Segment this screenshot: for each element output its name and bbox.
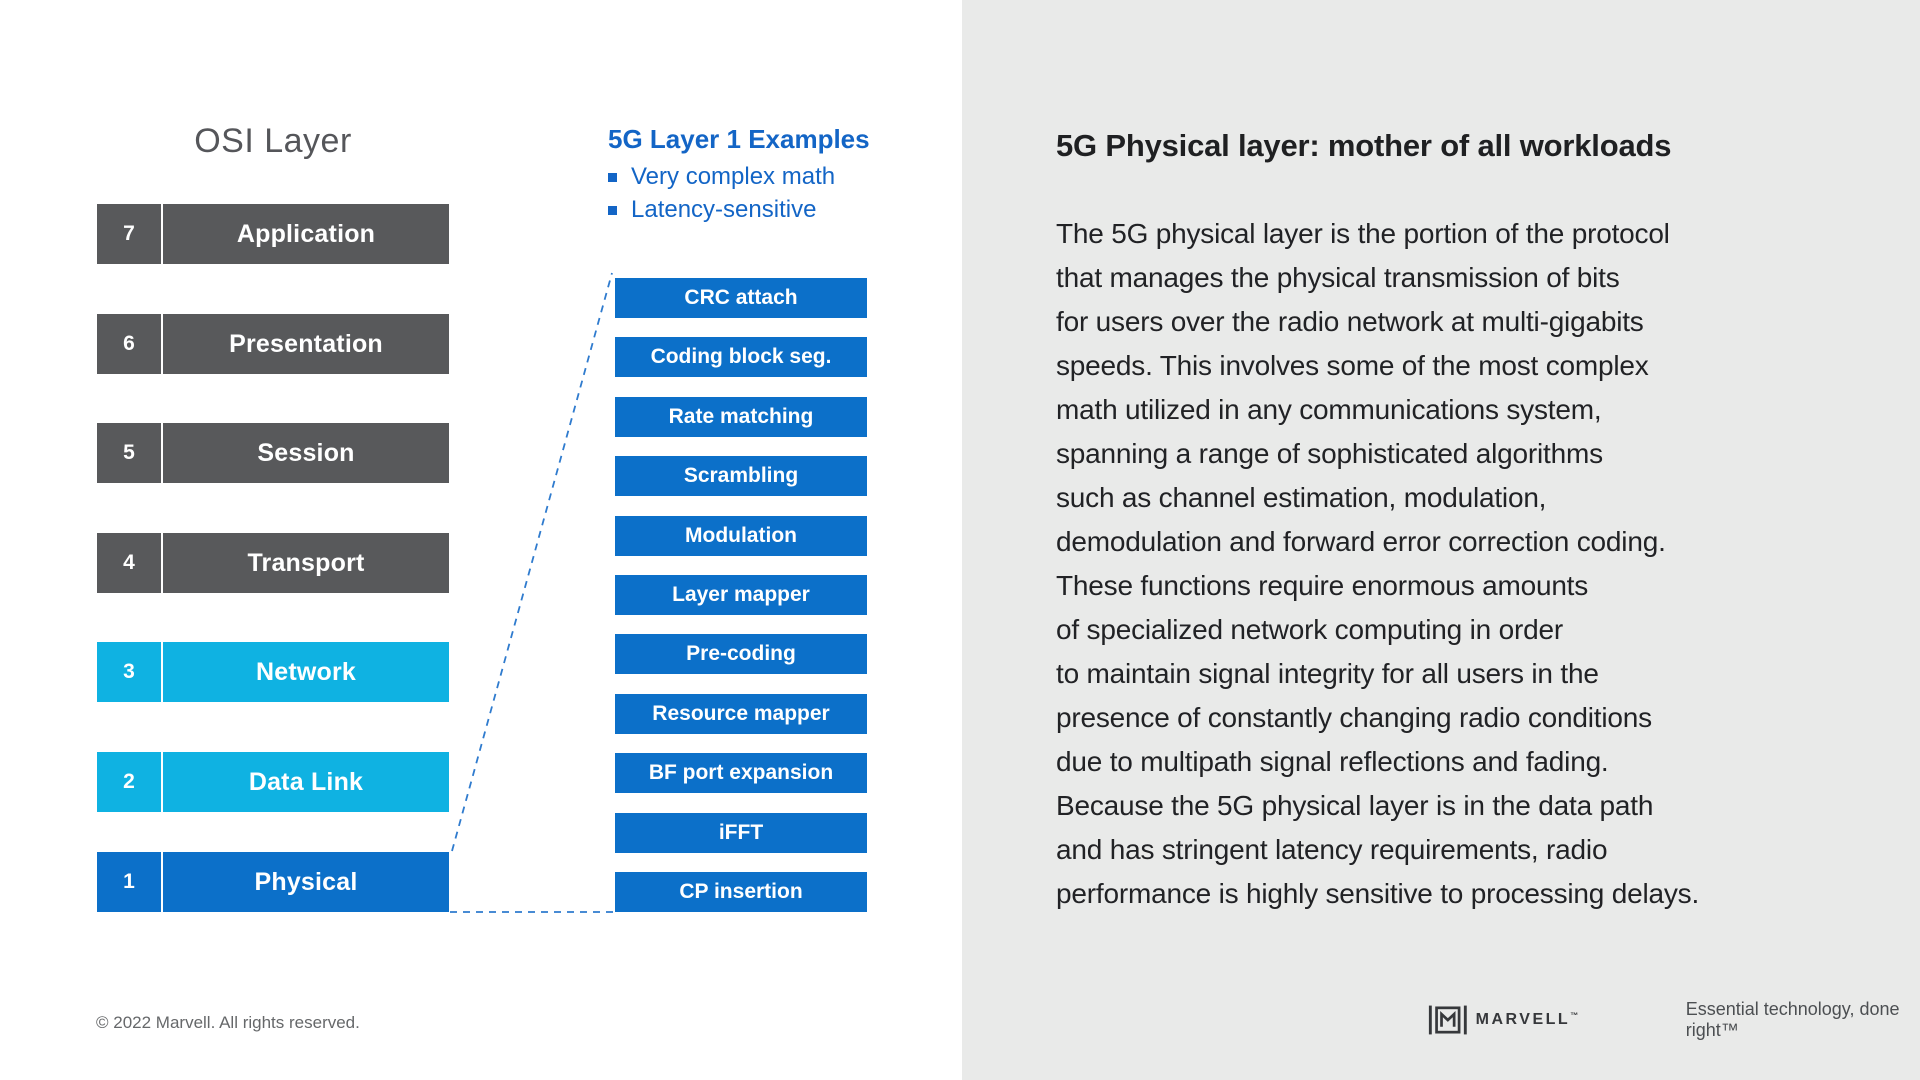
bullet-square-icon — [608, 172, 617, 182]
osi-layer-number: 6 — [97, 314, 163, 374]
layer1-step-resource-mapper: Resource mapper — [615, 694, 867, 734]
osi-layer-label: Session — [257, 438, 355, 467]
examples-bullet-item: Latency-sensitive — [608, 196, 908, 224]
osi-layer-row-transport: 4 Transport — [97, 533, 449, 593]
osi-layer-row-physical: 1 Physical — [97, 852, 449, 912]
layer1-step-bf-port-expansion: BF port expansion — [615, 753, 867, 793]
connector-dashed-line-top — [451, 272, 613, 852]
right-panel-body-text: The 5G physical layer is the portion of … — [1056, 218, 1700, 909]
layer1-step-rate-matching: Rate matching — [615, 397, 867, 437]
osi-column-title: OSI Layer — [194, 122, 352, 160]
layer1-step-layer-mapper: Layer mapper — [615, 575, 867, 615]
osi-layer-label: Physical — [254, 867, 358, 896]
layer1-step-modulation: Modulation — [615, 516, 867, 556]
examples-bullet-list: Very complex math Latency-sensitive — [608, 163, 908, 224]
osi-layer-number: 7 — [97, 204, 163, 264]
layer1-step-coding-block-seg: Coding block seg. — [615, 337, 867, 377]
brand-tagline: Essential technology, done right™ — [1685, 999, 1900, 1040]
bullet-square-icon — [608, 205, 617, 215]
right-panel-heading: 5G Physical layer: mother of all workloa… — [1056, 128, 1672, 163]
osi-layer-number: 1 — [97, 852, 163, 912]
examples-bullet-item: Very complex math — [608, 163, 908, 191]
right-panel-background — [962, 0, 1920, 1080]
brand-footer: MARVELL™ Essential technology, done righ… — [1428, 999, 1920, 1040]
layer1-step-pre-coding: Pre-coding — [615, 634, 867, 674]
bullet-text: Latency-sensitive — [631, 196, 817, 223]
osi-layer-label: Presentation — [229, 329, 383, 358]
osi-layer-number: 2 — [97, 752, 163, 812]
osi-layer-row-session: 5 Session — [97, 423, 449, 483]
osi-layer-row-data-link: 2 Data Link — [97, 752, 449, 812]
layer1-step-scrambling: Scrambling — [615, 456, 867, 496]
layer1-step-ifft: iFFT — [615, 813, 867, 853]
osi-layer-number: 5 — [97, 423, 163, 483]
osi-layer-label: Network — [255, 657, 357, 686]
osi-layer-row-application: 7 Application — [97, 204, 449, 264]
bullet-text: Very complex math — [631, 163, 836, 190]
osi-layer-number: 3 — [97, 642, 163, 702]
layer1-step-cp-insertion: CP insertion — [615, 872, 867, 912]
osi-layer-label: Data Link — [248, 767, 364, 796]
osi-layer-number: 4 — [97, 533, 163, 593]
osi-layer-label: Application — [236, 219, 376, 248]
osi-layer-label: Transport — [247, 548, 365, 577]
examples-title: 5G Layer 1 Examples — [608, 124, 870, 154]
trademark-symbol: ™ — [1570, 1011, 1581, 1020]
examples-header: 5G Layer 1 Examples Very complex math Lat… — [608, 124, 908, 224]
osi-layer-row-presentation: 6 Presentation — [97, 314, 449, 374]
layer1-step-crc-attach: CRC attach — [615, 278, 867, 318]
marvell-logo-text: MARVELL™ — [1475, 1011, 1581, 1028]
copyright-text: © 2022 Marvell. All rights reserved. — [96, 1013, 360, 1032]
osi-layer-row-network: 3 Network — [97, 642, 449, 702]
marvell-logo-icon — [1428, 1005, 1467, 1035]
